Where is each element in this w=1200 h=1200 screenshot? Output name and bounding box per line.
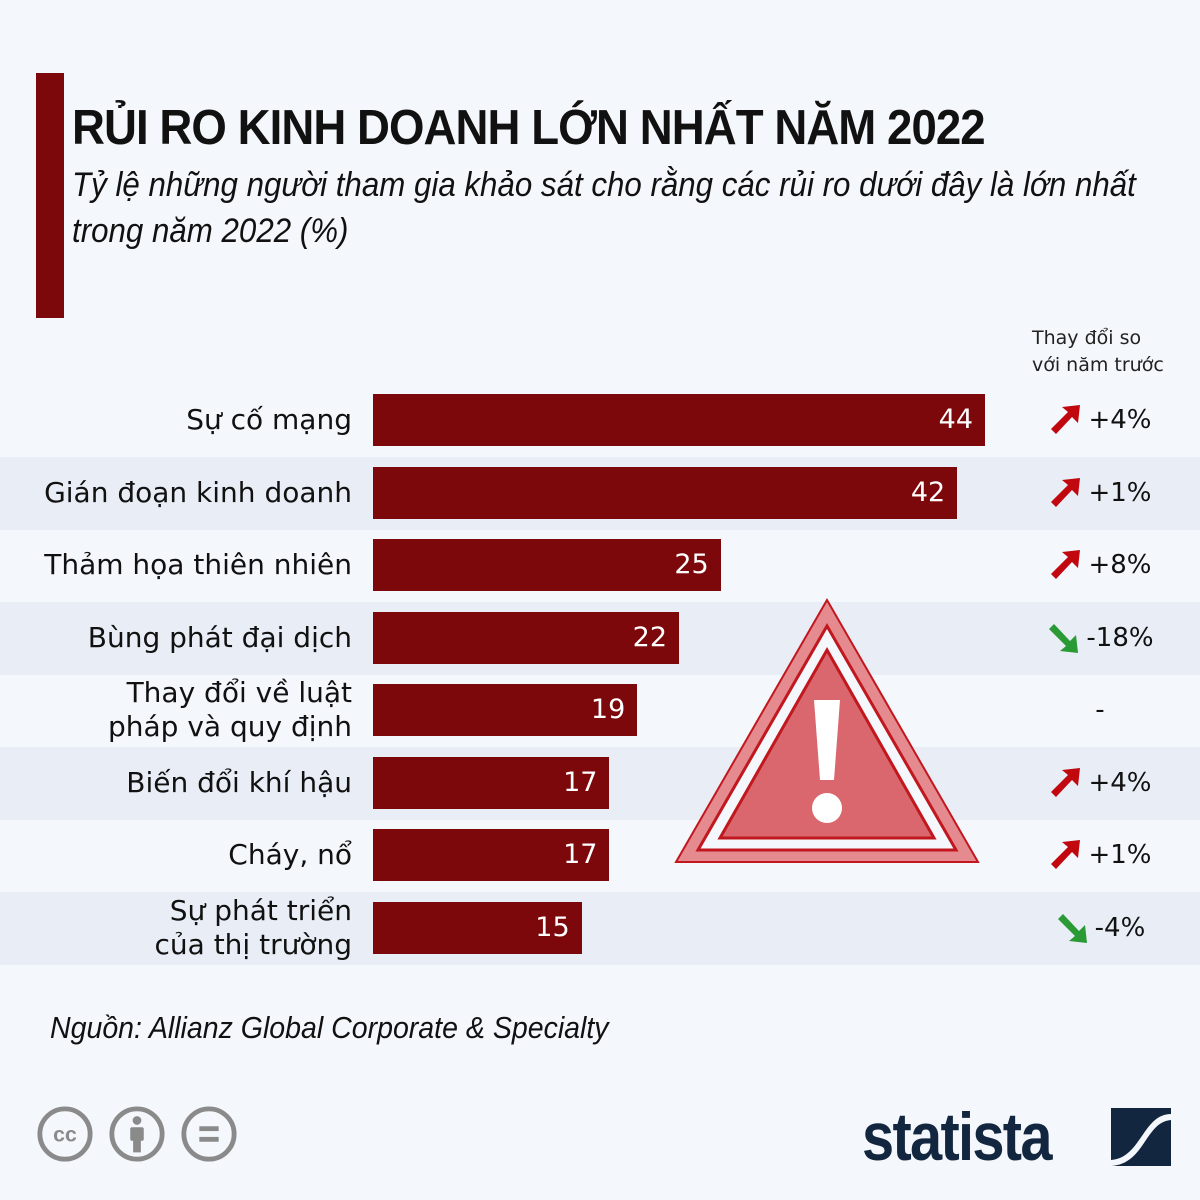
change-value: -18% bbox=[1086, 622, 1154, 653]
category-label: Bùng phát đại dịch bbox=[87, 620, 352, 654]
change-indicator: +4% bbox=[1030, 763, 1170, 803]
arrow-up-right-icon bbox=[1051, 767, 1081, 797]
no-derivatives-icon[interactable] bbox=[180, 1105, 238, 1163]
category-label: Thay đổi về luật pháp và quy định bbox=[107, 676, 352, 743]
logo-text: statista bbox=[862, 1099, 1052, 1175]
bar: 17 bbox=[373, 756, 610, 809]
change-indicator: -4% bbox=[1030, 908, 1170, 948]
warning-triangle-icon bbox=[674, 598, 980, 863]
category-label: Biến đổi khí hậu bbox=[126, 765, 352, 799]
change-value: +8% bbox=[1088, 550, 1152, 580]
category-label: Gián đoạn kinh doanh bbox=[44, 475, 352, 509]
bar: 44 bbox=[373, 394, 985, 446]
bar: 42 bbox=[373, 466, 958, 519]
statista-logo[interactable]: statista bbox=[862, 1098, 1171, 1176]
bar: 15 bbox=[373, 901, 582, 954]
bar-value-label: 44 bbox=[938, 404, 973, 435]
bar-value-label: 22 bbox=[632, 621, 667, 653]
cc-icon[interactable]: cc bbox=[36, 1105, 94, 1163]
category-label: Sự phát triển của thị trường bbox=[154, 893, 353, 961]
change-value: +1% bbox=[1088, 840, 1152, 870]
change-indicator: +1% bbox=[1030, 473, 1170, 513]
change-header-line: Thay đổi so bbox=[1032, 327, 1142, 349]
bar: 17 bbox=[373, 829, 610, 881]
arrow-down-right-icon bbox=[1057, 913, 1087, 943]
title-accent-bar bbox=[36, 73, 64, 318]
bar: 19 bbox=[373, 684, 638, 736]
change-value: +4% bbox=[1088, 767, 1152, 798]
chart-title: RỦI RO KINH DOANH LỚN NHẤT NĂM 2022 bbox=[72, 101, 986, 155]
bar-value-label: 19 bbox=[590, 694, 626, 725]
row-stripe bbox=[0, 891, 1200, 965]
arrow-up-right-icon bbox=[1051, 477, 1081, 507]
arrow-up-right-icon bbox=[1051, 550, 1081, 579]
bar-value-label: 25 bbox=[674, 549, 709, 580]
category-label: Cháy, nổ bbox=[228, 838, 352, 871]
bar-value-label: 17 bbox=[563, 766, 598, 798]
bar: 22 bbox=[373, 611, 679, 664]
change-indicator: +4% bbox=[1030, 400, 1170, 440]
bar-value-label: 42 bbox=[910, 476, 946, 508]
bar-value-label: 17 bbox=[563, 839, 598, 870]
statista-logo-icon bbox=[1111, 1108, 1171, 1166]
source-note: Nguồn: Allianz Global Corporate & Specia… bbox=[50, 1010, 609, 1045]
attribution-icon[interactable] bbox=[108, 1105, 166, 1163]
change-value: +1% bbox=[1088, 477, 1152, 508]
change-value: +4% bbox=[1088, 405, 1152, 435]
bar: 25 bbox=[373, 539, 721, 591]
arrow-up-right-icon bbox=[1051, 840, 1081, 869]
bar-value-label: 15 bbox=[535, 911, 570, 943]
change-header-line: với năm trước bbox=[1032, 354, 1164, 376]
category-label: Sự cố mạng bbox=[186, 403, 352, 436]
category-label: Thảm họa thiên nhiên bbox=[44, 548, 352, 581]
change-column-header: Thay đổi so với năm trước bbox=[1032, 325, 1164, 379]
change-indicator: +1% bbox=[1030, 835, 1170, 875]
arrow-down-right-icon bbox=[1049, 623, 1079, 653]
change-indicator: +8% bbox=[1030, 545, 1170, 585]
change-value: - bbox=[1095, 695, 1105, 725]
chart-subtitle: Tỷ lệ những người tham gia khảo sát cho … bbox=[72, 166, 1136, 250]
change-indicator: -18% bbox=[1030, 618, 1170, 658]
change-indicator: - bbox=[1030, 690, 1170, 730]
change-value: -4% bbox=[1094, 912, 1146, 943]
svg-text:cc: cc bbox=[53, 1123, 77, 1147]
arrow-up-right-icon bbox=[1051, 405, 1081, 434]
